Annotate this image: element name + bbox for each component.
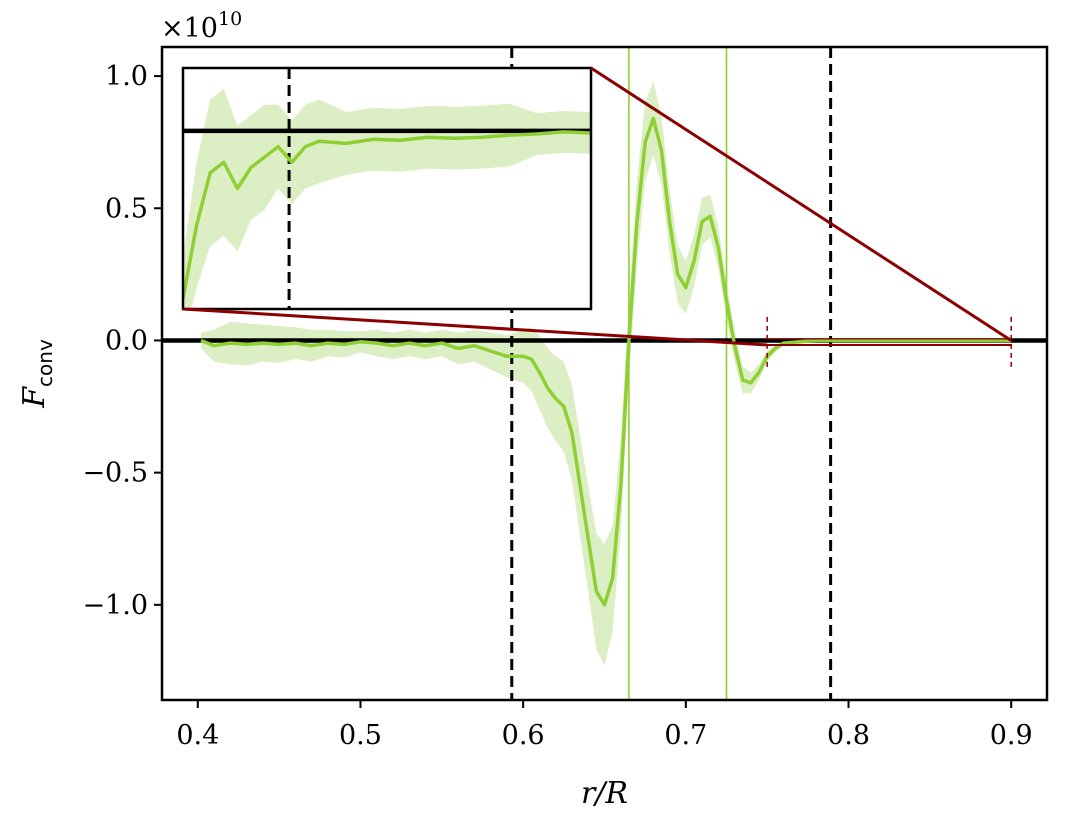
y-tick-label: −1.0 xyxy=(82,590,148,621)
inset-plot xyxy=(181,66,593,311)
y-axis-multiplier-base: ×10 xyxy=(161,13,218,44)
x-tick-label: 0.5 xyxy=(339,720,382,751)
y-tick-label: 0.0 xyxy=(105,325,148,356)
x-tick-label: 0.8 xyxy=(827,720,870,751)
inset-frame xyxy=(181,66,593,311)
x-tick-label: 0.4 xyxy=(176,720,219,751)
inset-content xyxy=(183,68,591,309)
zoom-connectors xyxy=(182,66,1013,367)
x-tick-label: 0.6 xyxy=(502,720,545,751)
zoom-connector-upper xyxy=(590,66,1013,342)
x-tick-label: 0.9 xyxy=(990,720,1033,751)
y-axis-label-subscript: conv xyxy=(33,339,57,387)
uncertainty-band xyxy=(201,81,1012,666)
x-tick-label: 0.7 xyxy=(664,720,707,751)
axis-ticks: 0.4 0.5 0.6 0.7 0.8 0.9 1.0 0.5 0.0 −0.5 −1.0 xyxy=(82,61,1032,751)
series-line xyxy=(200,116,1012,607)
inset-series-line xyxy=(183,130,591,299)
y-axis-label: Fconv xyxy=(17,339,57,409)
plot-frame xyxy=(160,45,1049,702)
y-tick-label: 1.0 xyxy=(105,61,148,92)
y-tick-label: 0.5 xyxy=(105,193,148,224)
y-tick-label: −0.5 xyxy=(82,458,148,489)
zoom-connector-lower xyxy=(182,307,768,347)
main-plot xyxy=(162,47,1047,700)
inset-uncertainty-band xyxy=(183,89,591,309)
y-axis-multiplier: ×1010 xyxy=(161,8,242,44)
y-axis-multiplier-exponent: 10 xyxy=(218,8,242,30)
x-axis-label: r/R xyxy=(581,776,628,811)
